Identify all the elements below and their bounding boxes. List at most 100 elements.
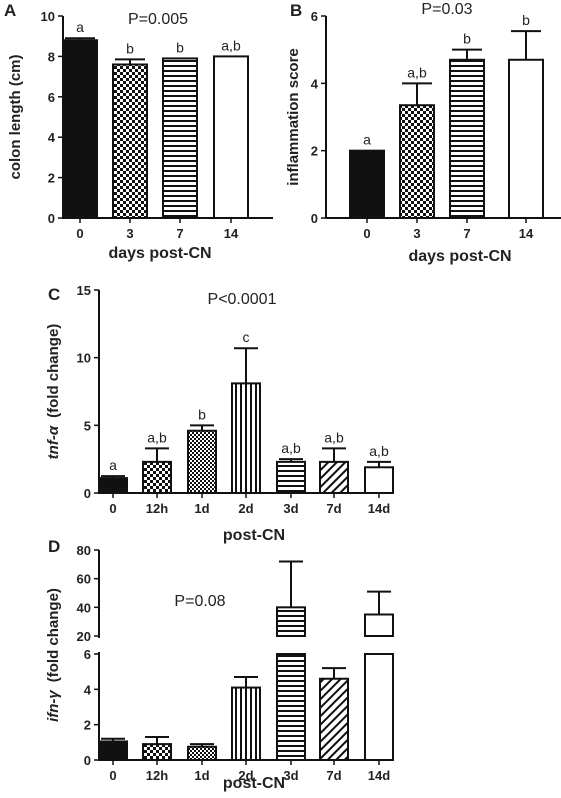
bar [449,58,485,220]
bar [213,55,249,220]
x-tick-label: 2d [238,768,253,783]
y-axis-title: ifn-γ (fold change) [45,588,62,722]
x-tick-label: 12h [146,501,168,516]
y-tick-label: 4 [84,682,92,697]
bar-group: 7d a,b [319,429,349,516]
bar [276,606,306,637]
x-tick-label: 12h [146,768,168,783]
y-tick-label: 6 [311,9,318,24]
y-tick-label: 15 [77,283,91,298]
bar-group: 0a [98,457,128,516]
bar-group: 3d a,b [276,440,306,516]
bar-group: 0a [349,132,385,241]
x-tick-label: 3d [283,501,298,516]
bar [231,686,261,761]
y-tick-label: 8 [48,49,55,64]
significance-label: b [198,406,206,422]
y-tick-label: 2 [84,718,91,733]
panel-d: D 0 2 4 6 20 40 60 80 ifn-γ (fold change) 0 12h 1d 2d 3… [45,537,394,792]
y-axis-title-gene: tnf-α [45,425,62,459]
y-tick-label: 4 [311,76,319,91]
x-tick-label: 0 [363,226,370,241]
bar-group: 7d [319,667,349,783]
bar [187,429,217,495]
bar [187,745,217,761]
p-value: P<0.0001 [208,291,277,308]
p-value: P=0.08 [174,593,225,610]
y-tick-label: 6 [48,90,55,105]
significance-label: a,b [221,37,241,53]
x-tick-label: 1d [194,501,209,516]
bar-group: 2d c [231,329,261,516]
significance-label: b [463,31,471,47]
x-tick-label: 14d [368,501,390,516]
significance-label: a,b [407,64,427,80]
panel-letter: A [4,1,16,20]
x-axis-title: days post-CN [408,248,511,265]
x-tick-label: 14d [368,768,390,783]
bar-group: 12h a,b [142,429,172,516]
x-axis-title: post-CN [223,775,285,792]
axis-break [96,638,102,652]
bar [62,39,98,219]
x-tick-label: 7d [326,768,341,783]
bar [142,743,172,761]
x-tick-label: 14 [224,226,239,241]
bar-group: 12h [142,736,172,783]
y-tick-label: 60 [77,572,91,587]
y-axis-title: tnf-α (fold change) [45,324,62,460]
panel-letter: C [48,285,60,304]
x-tick-label: 2d [238,501,253,516]
y-tick-label: 10 [41,9,55,24]
p-value: P=0.005 [128,11,188,28]
x-tick-label: 3 [126,226,133,241]
significance-label: b [176,39,184,55]
bar [364,653,394,761]
bar [399,104,435,219]
bar [98,477,128,495]
bar [142,460,172,494]
y-axis-title: colon length (cm) [7,55,24,180]
y-axis-title: inflammation score [285,48,302,186]
significance-label: a [363,132,371,148]
x-tick-label: 14 [519,226,534,241]
bar [276,653,306,761]
bar [112,63,148,220]
y-axis-title-unit: (fold change) [45,324,62,418]
x-tick-label: 3 [413,226,420,241]
bar [231,382,261,495]
x-tick-label: 7 [176,226,183,241]
y-tick-label: 40 [77,600,91,615]
bar-group: 2d [231,675,261,783]
y-tick-label: 80 [77,543,91,558]
y-tick-label: 0 [84,753,91,768]
significance-label: a [109,457,117,473]
significance-label: a [76,19,84,35]
significance-label: a,b [281,440,301,456]
bar-group: 14d a,b [364,443,394,516]
x-tick-label: 0 [109,768,116,783]
y-tick-label: 2 [48,171,55,186]
bar-group: 0 [98,737,128,783]
bar [319,460,349,494]
x-tick-label: 0 [109,501,116,516]
significance-label: c [243,329,250,345]
bar [162,57,198,219]
y-tick-label: 20 [77,629,91,644]
y-axis-title-unit: (fold change) [45,588,62,682]
y-tick-label: 6 [84,647,91,662]
bar-group: 1d [187,743,217,783]
bar [508,58,544,220]
y-tick-label: 2 [311,144,318,159]
bar-group: 14 a,b [213,37,249,241]
y-axis-title-gene: ifn-γ [45,689,62,722]
x-tick-label: 7d [326,501,341,516]
x-tick-label: 3d [283,768,298,783]
y-tick-label: 4 [48,130,56,145]
y-tick-label: 0 [48,211,55,226]
